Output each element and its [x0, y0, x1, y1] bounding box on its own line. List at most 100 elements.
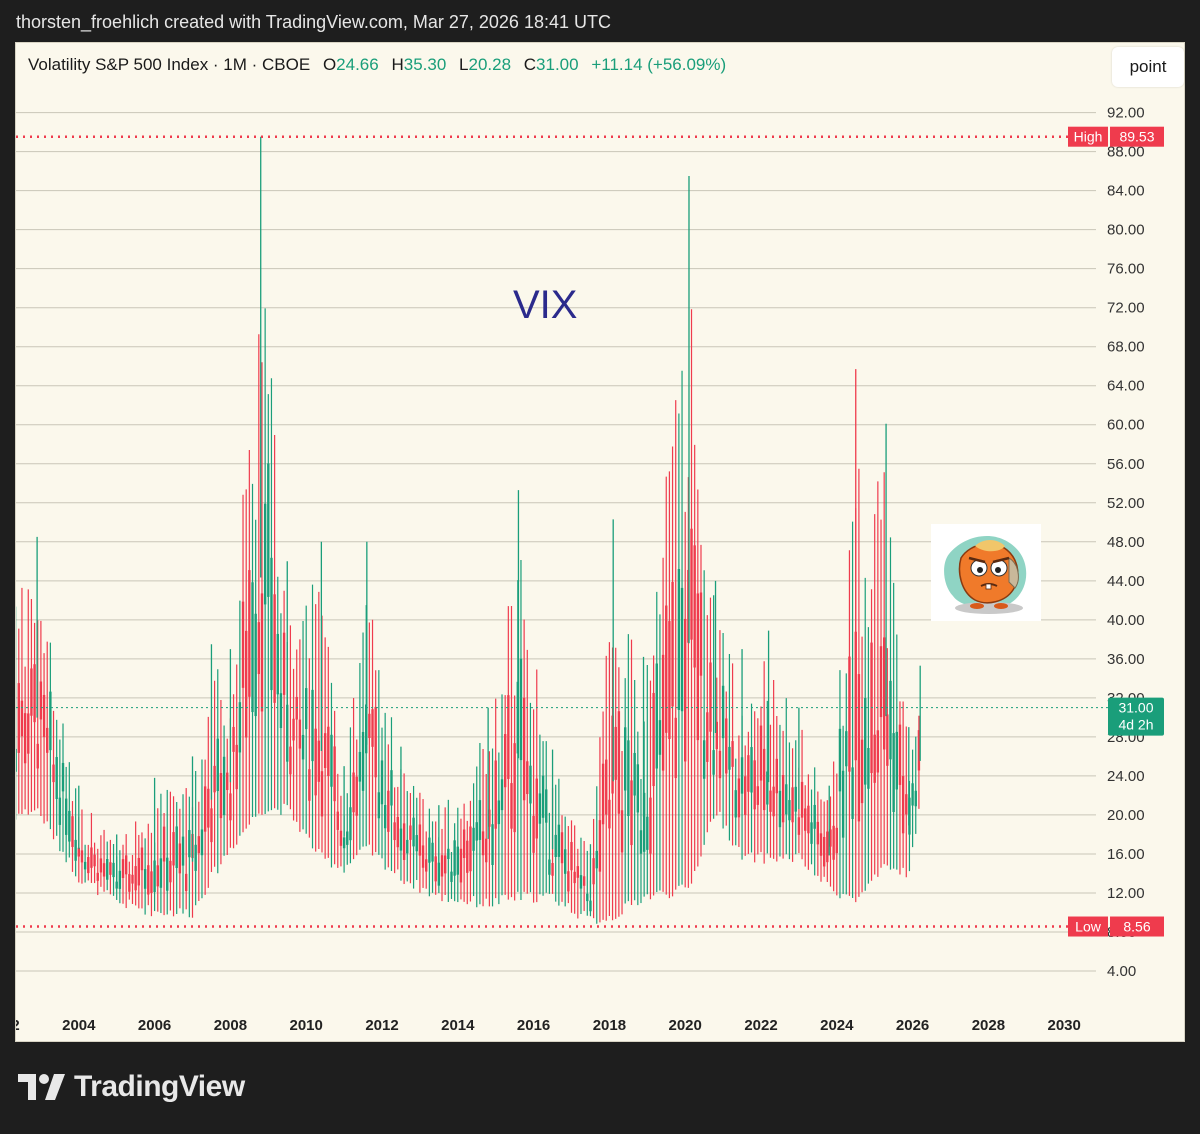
y-tick-label: 40.00	[1107, 612, 1145, 629]
x-tick-label: 2010	[290, 1017, 323, 1034]
candle-body	[169, 860, 172, 883]
candle-body	[623, 727, 627, 791]
candle-body	[276, 633, 279, 695]
candle-body	[532, 815, 535, 853]
candle-body	[323, 733, 327, 769]
candle-body	[431, 842, 434, 862]
candle-body	[390, 770, 393, 806]
candle-body	[608, 799, 611, 829]
candle-body	[23, 713, 27, 764]
y-tick-label: 84.00	[1107, 183, 1145, 200]
candle-body	[447, 848, 450, 859]
candle-body	[841, 770, 845, 838]
candle-body	[497, 800, 501, 825]
candle-body	[260, 593, 264, 712]
candle-body	[232, 726, 235, 752]
candle-body	[456, 846, 459, 875]
candle-body	[560, 832, 564, 864]
candle-body	[257, 622, 261, 675]
candle-body	[270, 557, 273, 691]
candle-body	[143, 869, 147, 889]
candle-body	[851, 767, 854, 820]
candle-body	[766, 771, 769, 805]
header-bar: thorsten_froehlich created with TradingV…	[0, 0, 1200, 46]
candle-body	[380, 760, 384, 805]
y-tick-label: 44.00	[1107, 573, 1145, 590]
brand-name: TradingView	[74, 1070, 245, 1103]
x-tick-label: 2020	[669, 1017, 702, 1034]
low-marker-value-tag	[1110, 916, 1164, 937]
candle-body	[835, 827, 838, 854]
candle-body	[374, 706, 377, 778]
candle-body	[279, 693, 283, 729]
candle-body	[181, 836, 185, 866]
candle-body	[106, 859, 109, 880]
y-tick-label: 76.00	[1107, 261, 1145, 278]
candle-body	[661, 654, 665, 771]
candle-body	[55, 757, 58, 800]
low-marker-value: 8.56	[1123, 919, 1150, 935]
candle-body	[781, 775, 785, 823]
candle-body	[762, 748, 766, 811]
candle-body	[207, 788, 210, 828]
candle-body	[819, 833, 823, 856]
candle-body	[118, 870, 122, 889]
candle-body	[409, 825, 412, 840]
close-label: C	[523, 55, 537, 74]
candle-body	[90, 847, 93, 868]
candle-body	[421, 845, 425, 868]
candle-body	[690, 528, 693, 640]
high-marker-value-tag	[1110, 126, 1164, 147]
candle-body	[77, 847, 80, 857]
candle-body	[418, 824, 422, 856]
chart-frame[interactable]: 4.008.0012.0016.0020.0024.0028.0032.0036…	[15, 42, 1185, 1042]
candle-body	[305, 688, 308, 730]
scale-mode-button[interactable]: point	[1112, 47, 1184, 87]
candle-body	[614, 726, 617, 780]
candle-body	[576, 866, 580, 878]
vix-annotation[interactable]: VIX	[513, 283, 578, 327]
candle-body	[889, 680, 892, 760]
candle-body	[93, 854, 96, 867]
candle-body	[857, 674, 861, 822]
candle-body	[336, 811, 339, 830]
candle-body	[327, 726, 330, 777]
candle-body	[598, 820, 602, 872]
candle-body	[64, 798, 68, 835]
candle-body	[655, 663, 658, 769]
candle-body	[895, 731, 899, 790]
y-tick-label: 80.00	[1107, 222, 1145, 239]
candle-body	[428, 837, 431, 863]
x-tick-label: 2004	[62, 1017, 96, 1034]
x-tick-label: 2026	[896, 1017, 929, 1034]
close-value: 31.00	[536, 55, 579, 74]
candle-body	[320, 771, 324, 817]
chart-canvas[interactable]: 4.008.0012.0016.0020.0024.0028.0032.0036…	[16, 43, 1186, 1043]
candle-body	[589, 900, 592, 912]
candle-body	[415, 835, 418, 852]
candle-body	[153, 860, 156, 892]
candle-body	[586, 893, 589, 902]
candle-body	[737, 778, 741, 818]
candle-body	[545, 789, 548, 823]
candle-body	[178, 843, 182, 874]
candle-body	[832, 825, 835, 860]
candle-body	[822, 836, 826, 867]
candle-body	[425, 859, 428, 872]
candle-body	[652, 692, 655, 787]
tradingview-logo-icon	[18, 1074, 65, 1100]
y-tick-label: 20.00	[1107, 807, 1145, 824]
candle-body	[785, 784, 788, 815]
cartoon-sticker-image[interactable]	[931, 524, 1041, 621]
candle-body	[124, 855, 128, 875]
candle-body	[96, 872, 99, 881]
y-tick-label: 88.00	[1107, 144, 1145, 161]
candle-body	[440, 855, 444, 877]
candle-body	[33, 664, 36, 723]
candle-body	[46, 727, 49, 753]
candle-body	[845, 731, 848, 767]
candle-body	[668, 621, 671, 739]
y-tick-label: 72.00	[1107, 300, 1145, 317]
candle-body	[235, 744, 238, 790]
candle-body	[665, 605, 668, 733]
